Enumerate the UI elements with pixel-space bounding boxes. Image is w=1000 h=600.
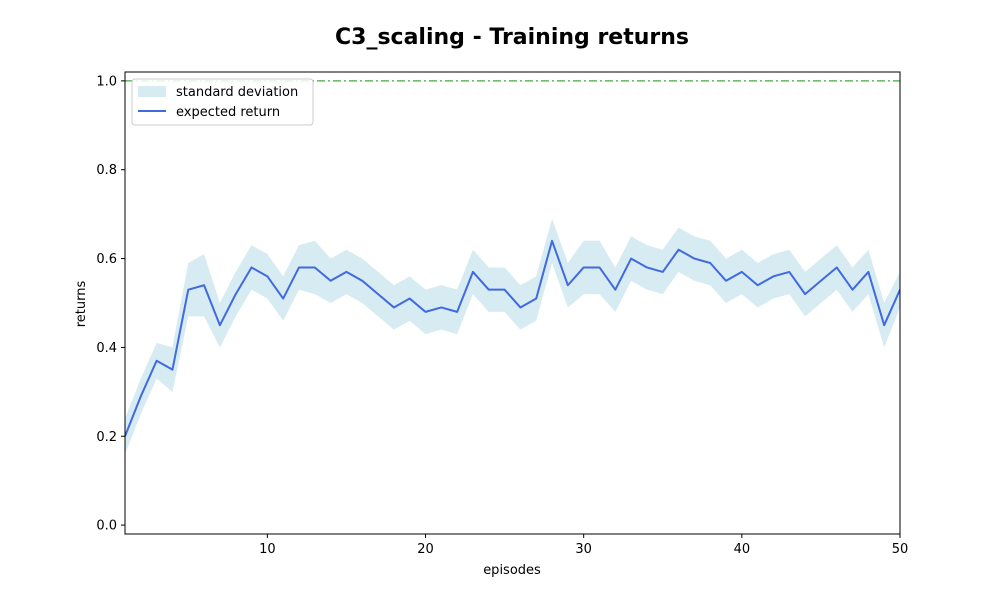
plot-area bbox=[125, 80, 900, 455]
y-tick-label: 0.8 bbox=[96, 163, 117, 178]
x-tick-label: 30 bbox=[575, 542, 592, 557]
axes-frame bbox=[124, 71, 901, 535]
y-tick-label: 0.0 bbox=[96, 519, 117, 534]
legend-box bbox=[131, 78, 314, 126]
y-tick-label: 1.0 bbox=[96, 74, 117, 89]
y-tick-label: 0.4 bbox=[96, 341, 117, 356]
y-axis-label: returns bbox=[74, 281, 89, 328]
y-tick-label: 0.2 bbox=[96, 430, 117, 445]
y-tick-label: 0.6 bbox=[96, 252, 117, 267]
axes: 10 20 30 40 50 0.0 0.2 0.4 0.6 0.8 1.0 bbox=[96, 71, 909, 557]
legend-swatch-std bbox=[138, 86, 166, 97]
x-tick-label: 10 bbox=[259, 542, 276, 557]
expected-return-line bbox=[125, 239, 900, 437]
legend-label-std: standard deviation bbox=[176, 85, 298, 100]
x-tick-label: 40 bbox=[734, 542, 751, 557]
x-tick-label: 20 bbox=[417, 542, 434, 557]
x-tick-label: 50 bbox=[892, 542, 909, 557]
x-axis-label: episodes bbox=[483, 563, 541, 578]
legend-label-line: expected return bbox=[176, 105, 280, 120]
chart-title: C3_scaling - Training returns bbox=[335, 25, 689, 50]
std-band bbox=[125, 218, 900, 455]
legend: standard deviation expected return bbox=[131, 78, 314, 126]
